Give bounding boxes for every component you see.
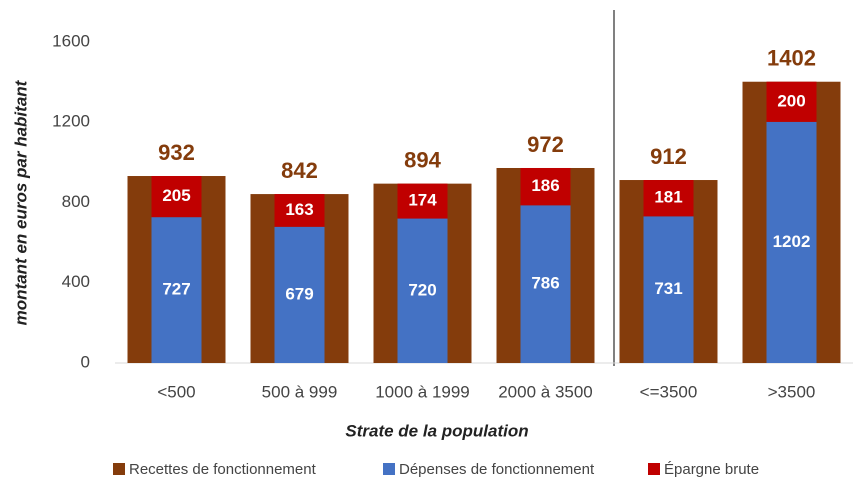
x-tick-label: 500 à 999: [262, 382, 338, 401]
legend-swatch: [648, 463, 660, 475]
total-label: 932: [158, 140, 195, 165]
bar-depenses: [274, 226, 325, 363]
y-tick-label: 800: [62, 192, 90, 211]
depenses-label: 720: [408, 280, 436, 299]
total-label: 894: [404, 147, 441, 172]
bar-depenses: [397, 218, 448, 363]
epargne-label: 174: [408, 191, 437, 210]
x-tick-label: 2000 à 3500: [498, 382, 593, 401]
bar-epargne: [151, 176, 202, 218]
total-label: 842: [281, 158, 318, 183]
bar-depenses: [766, 121, 817, 363]
y-tick-label: 1600: [52, 31, 90, 50]
bar-depenses: [520, 205, 571, 363]
x-tick-label: <500: [157, 382, 195, 401]
bar-epargne: [643, 180, 694, 217]
x-tick-label: >3500: [768, 382, 816, 401]
y-tick-label: 1200: [52, 112, 90, 131]
epargne-label: 205: [162, 186, 190, 205]
bar-depenses: [151, 217, 202, 363]
depenses-label: 786: [531, 274, 559, 293]
epargne-label: 163: [285, 200, 313, 219]
bar-epargne: [520, 167, 571, 206]
legend-swatch: [113, 463, 125, 475]
total-label: 1402: [767, 46, 816, 71]
legend-swatch: [383, 463, 395, 475]
y-tick-label: 400: [62, 272, 90, 291]
epargne-label: 200: [777, 91, 805, 110]
legend-label: Recettes de fonctionnement: [129, 461, 317, 478]
depenses-label: 727: [162, 280, 190, 299]
y-tick-label: 0: [81, 352, 90, 371]
bar-epargne: [766, 81, 817, 122]
legend-label: Épargne brute: [664, 461, 759, 478]
depenses-label: 1202: [773, 232, 811, 251]
depenses-label: 679: [285, 284, 313, 303]
epargne-label: 186: [531, 176, 559, 195]
x-axis-title: Strate de la population: [345, 421, 528, 440]
depenses-label: 731: [654, 279, 682, 298]
bar-epargne: [397, 183, 448, 219]
y-axis-title: montant en euros par habitant: [11, 79, 30, 325]
total-label: 912: [650, 144, 687, 169]
legend-label: Dépenses de fonctionnement: [399, 461, 595, 478]
epargne-label: 181: [654, 188, 682, 207]
x-tick-label: 1000 à 1999: [375, 382, 470, 401]
bar-depenses: [643, 216, 694, 363]
x-tick-label: <=3500: [640, 382, 698, 401]
total-label: 972: [527, 132, 564, 157]
bar-epargne: [274, 194, 325, 227]
